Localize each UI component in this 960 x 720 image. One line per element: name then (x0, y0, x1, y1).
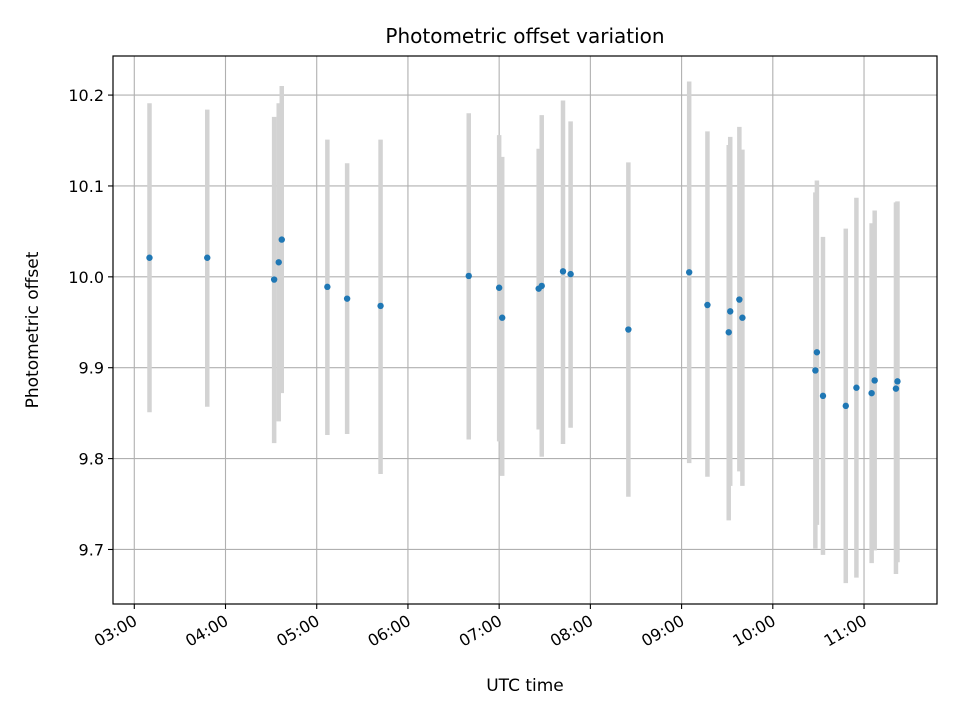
y-tick-label: 9.8 (79, 450, 104, 469)
data-point (892, 385, 900, 392)
chart-title: Photometric offset variation (385, 24, 664, 48)
data-point (559, 268, 567, 275)
data-point (204, 254, 211, 261)
data-point (567, 270, 574, 278)
data-point (495, 284, 503, 291)
data-point (819, 392, 827, 400)
data-point (842, 402, 849, 410)
data-point (498, 314, 506, 321)
data-point (868, 389, 875, 397)
data-point (725, 329, 732, 336)
data-point (704, 301, 711, 309)
data-point (538, 282, 545, 290)
grid-lines (113, 56, 937, 604)
y-tick-label: 10.2 (68, 86, 104, 105)
data-point (685, 269, 693, 276)
data-point (377, 302, 384, 310)
plot-frame (112, 55, 938, 605)
data-point (275, 259, 282, 266)
y-tick-label: 10.1 (68, 177, 104, 196)
data-point (739, 314, 746, 321)
y-tick-label: 9.9 (79, 359, 104, 378)
data-point (727, 308, 734, 315)
data-point (871, 377, 878, 384)
data-point (343, 295, 351, 302)
y-axis-title: Photometric offset (23, 251, 43, 408)
data-point (465, 272, 472, 280)
x-axis-title: UTC time (486, 676, 564, 696)
data-point (278, 236, 285, 243)
data-point (812, 367, 819, 374)
data-point (324, 283, 331, 291)
y-axis-ticks: 9.7 9.8 9.9 10.0 10.1 10.2 (68, 86, 113, 559)
y-tick-label: 9.7 (79, 540, 104, 559)
data-point (736, 296, 743, 303)
y-tick-label: 10.0 (68, 268, 104, 287)
data-point (270, 276, 278, 283)
data-point (625, 326, 632, 333)
data-point (813, 349, 821, 356)
data-points (146, 236, 901, 410)
data-point (894, 378, 901, 385)
data-point (146, 254, 153, 261)
data-point (853, 384, 860, 391)
